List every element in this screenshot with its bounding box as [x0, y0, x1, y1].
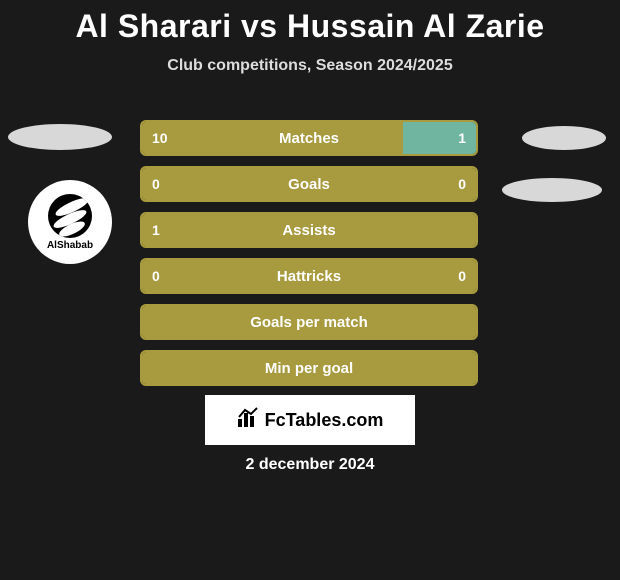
stat-bar: Matches10 1	[140, 120, 478, 156]
branding-text: FcTables.com	[265, 410, 384, 431]
bar-value-left: 1	[152, 222, 160, 238]
team-logo-text: AlShabab	[47, 240, 93, 251]
bar-label: Assists	[142, 222, 476, 239]
bar-label: Goals per match	[142, 314, 476, 331]
stat-bar: Min per goal	[140, 350, 478, 386]
footer-date: 2 december 2024	[0, 456, 620, 474]
bar-value-right: 0	[458, 176, 466, 192]
bar-value-left: 0	[152, 176, 160, 192]
bar-value-left: 10	[152, 130, 168, 146]
bar-label: Min per goal	[142, 360, 476, 377]
header: Al Sharari vs Hussain Al Zarie Club comp…	[0, 0, 620, 75]
branding-badge: FcTables.com	[205, 395, 415, 445]
bar-label: Goals	[142, 176, 476, 193]
stat-bar: Assists1	[140, 212, 478, 248]
stat-bar: Goals per match	[140, 304, 478, 340]
bar-label: Hattricks	[142, 268, 476, 285]
team-logo: AlShabab	[28, 180, 112, 264]
bar-value-left: 0	[152, 268, 160, 284]
decor-ellipse-right-mid	[502, 178, 602, 202]
bar-label: Matches	[142, 130, 476, 147]
bar-value-right: 1	[458, 130, 466, 146]
bar-value-right: 0	[458, 268, 466, 284]
page-title: Al Sharari vs Hussain Al Zarie	[0, 8, 620, 45]
team-logo-mark	[48, 194, 92, 238]
decor-ellipse-left	[8, 124, 112, 150]
decor-ellipse-right-top	[522, 126, 606, 150]
comparison-bars: Matches101Goals00Assists1Hattricks00Goal…	[140, 120, 478, 396]
stat-bar: Goals0 0	[140, 166, 478, 202]
stat-bar: Hattricks0 0	[140, 258, 478, 294]
chart-icon	[237, 407, 259, 433]
page-subtitle: Club competitions, Season 2024/2025	[0, 57, 620, 75]
